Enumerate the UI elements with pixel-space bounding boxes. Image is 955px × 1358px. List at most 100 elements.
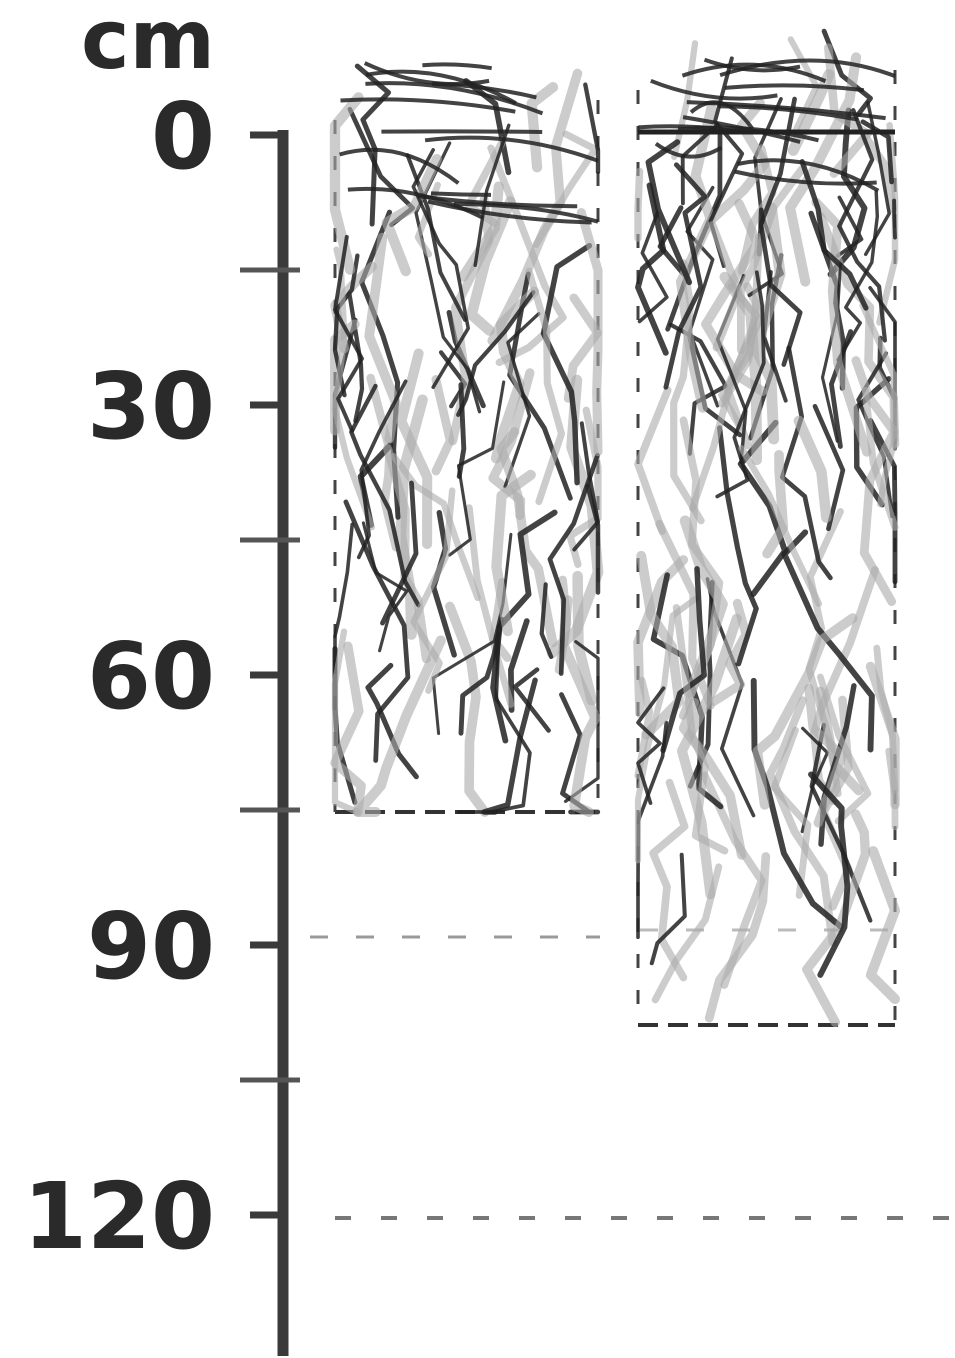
root	[532, 130, 599, 249]
root	[333, 522, 355, 674]
depth-label: 60	[87, 623, 215, 730]
surface-root	[718, 104, 859, 122]
surface-root	[689, 100, 754, 130]
root	[670, 259, 705, 525]
root	[410, 487, 456, 694]
root	[804, 683, 847, 828]
root	[892, 198, 897, 240]
root	[750, 677, 844, 930]
root	[715, 270, 766, 499]
root	[811, 197, 872, 457]
depth-label: 30	[87, 353, 215, 460]
root	[634, 386, 672, 536]
root	[675, 103, 717, 413]
root	[766, 696, 837, 947]
surface-root	[681, 62, 827, 83]
root	[390, 453, 481, 602]
root	[547, 452, 600, 676]
root	[649, 852, 687, 966]
surface-root	[365, 81, 544, 116]
root	[865, 846, 901, 1005]
root	[329, 92, 364, 275]
root	[491, 469, 536, 637]
root	[473, 123, 511, 267]
root	[446, 309, 486, 409]
root	[812, 403, 846, 532]
root	[331, 628, 361, 816]
root	[381, 154, 442, 277]
root	[736, 165, 806, 355]
unit-label: cm	[81, 0, 215, 88]
root	[354, 63, 392, 227]
root	[779, 345, 833, 581]
root	[636, 686, 666, 805]
root	[645, 139, 693, 286]
root	[781, 529, 875, 753]
root	[333, 234, 364, 433]
root	[716, 425, 759, 667]
surface-root	[432, 81, 537, 100]
surface-root	[347, 186, 484, 220]
root	[572, 570, 597, 706]
root	[785, 52, 862, 287]
root	[709, 598, 751, 707]
root	[752, 613, 858, 810]
root	[799, 159, 869, 311]
root	[563, 640, 600, 803]
root	[546, 374, 604, 659]
root-systems	[310, 28, 955, 1220]
root	[330, 641, 366, 817]
root	[637, 211, 669, 324]
root	[352, 635, 446, 818]
root	[808, 771, 851, 978]
root	[563, 293, 602, 403]
root	[636, 550, 685, 740]
root	[490, 509, 558, 744]
root	[583, 82, 601, 175]
surface-root	[453, 201, 599, 224]
root	[456, 290, 536, 417]
root	[525, 267, 566, 506]
root	[465, 504, 515, 708]
root	[863, 100, 891, 257]
root	[539, 582, 554, 660]
root	[738, 445, 823, 607]
root	[802, 809, 871, 1027]
root	[663, 162, 708, 390]
root	[526, 82, 559, 173]
root	[657, 205, 687, 277]
root	[793, 415, 832, 523]
root	[708, 221, 743, 352]
root	[396, 348, 433, 550]
root	[868, 417, 898, 585]
root	[512, 667, 551, 733]
surface-root	[724, 83, 865, 93]
depth-label: 0	[151, 83, 215, 190]
root	[655, 519, 715, 710]
surface-root	[365, 69, 517, 105]
root	[466, 196, 516, 336]
surface-root	[427, 199, 592, 225]
root	[672, 603, 729, 855]
root	[649, 778, 689, 982]
root	[490, 286, 540, 464]
root	[496, 427, 558, 648]
root	[457, 632, 532, 814]
root	[503, 312, 541, 489]
depth-label: 120	[23, 1163, 215, 1270]
root	[700, 771, 766, 989]
surface-root	[422, 62, 493, 71]
root	[704, 852, 771, 1023]
root	[364, 232, 401, 444]
surface-root	[734, 169, 877, 186]
depth-ticks: 0 30 60 90 120	[23, 83, 300, 1270]
root	[660, 566, 707, 754]
root	[585, 483, 601, 595]
surface-root	[424, 135, 599, 163]
root	[685, 185, 720, 408]
root	[447, 380, 506, 557]
surface-root	[677, 125, 819, 143]
surface-root	[650, 78, 778, 101]
